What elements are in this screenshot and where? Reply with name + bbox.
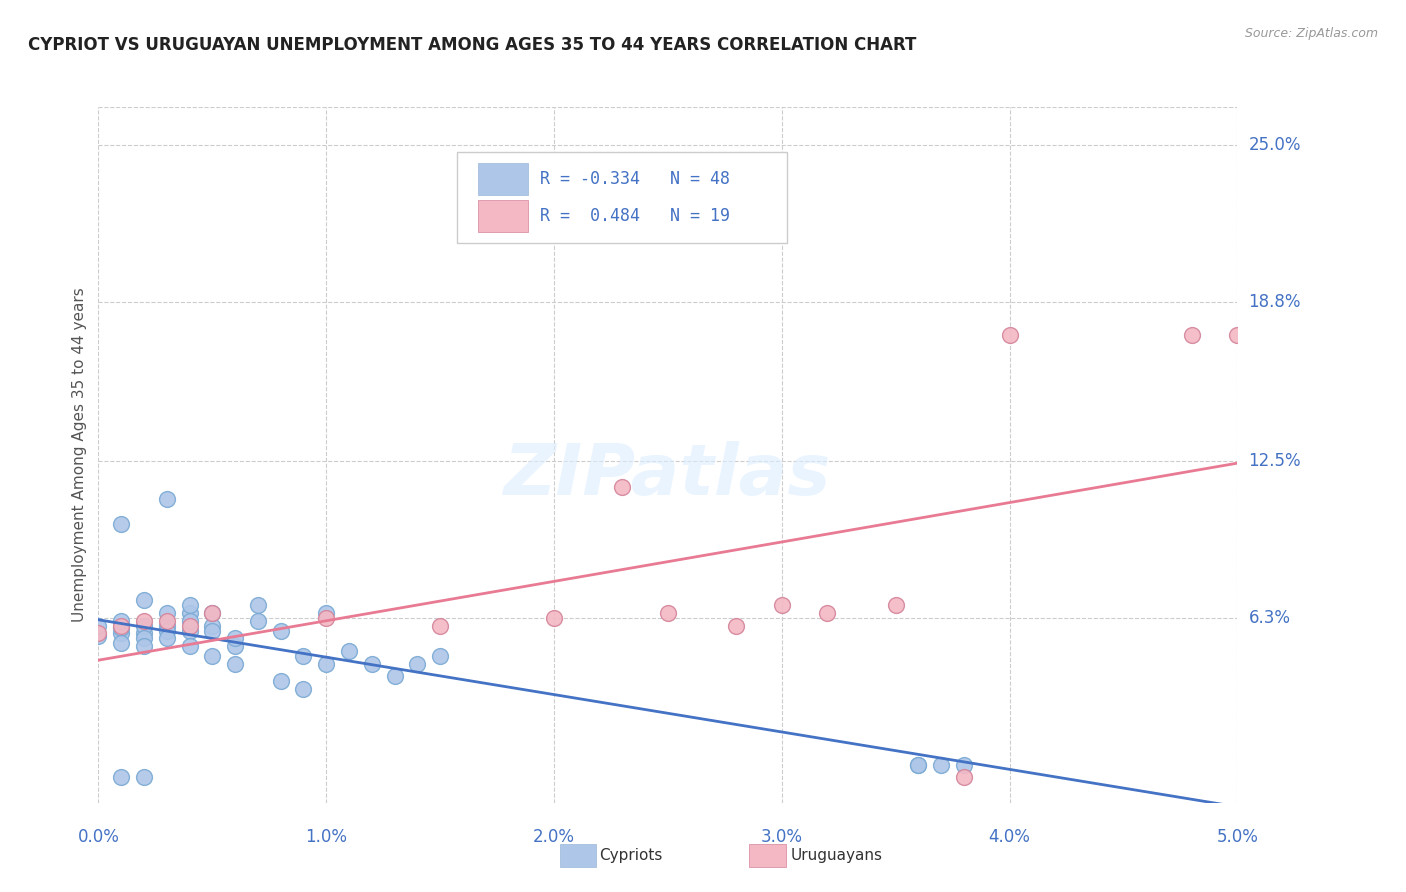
Text: Cypriots: Cypriots bbox=[599, 848, 662, 863]
Point bbox=[156, 624, 179, 638]
Point bbox=[770, 599, 793, 613]
Point bbox=[179, 639, 201, 653]
Point bbox=[657, 606, 679, 620]
Point bbox=[907, 757, 929, 772]
Point bbox=[179, 599, 201, 613]
Point bbox=[132, 639, 155, 653]
Text: 0.0%: 0.0% bbox=[77, 828, 120, 846]
Point bbox=[179, 618, 201, 632]
Text: 5.0%: 5.0% bbox=[1216, 828, 1258, 846]
Point bbox=[543, 611, 565, 625]
Point bbox=[292, 648, 315, 663]
Point bbox=[132, 614, 155, 628]
Point bbox=[110, 771, 132, 785]
Point bbox=[315, 657, 337, 671]
Point bbox=[156, 618, 179, 632]
Point bbox=[110, 517, 132, 532]
Point bbox=[929, 757, 952, 772]
Point bbox=[884, 599, 907, 613]
Point bbox=[1226, 327, 1249, 342]
Text: 12.5%: 12.5% bbox=[1249, 452, 1301, 470]
Point bbox=[384, 669, 406, 683]
Point bbox=[1181, 327, 1204, 342]
Point bbox=[725, 618, 748, 632]
Point bbox=[815, 606, 838, 620]
Point bbox=[110, 618, 132, 632]
Point bbox=[337, 644, 360, 658]
Point bbox=[132, 632, 155, 646]
Point bbox=[110, 636, 132, 650]
Point bbox=[612, 479, 634, 493]
Point bbox=[156, 632, 179, 646]
Point bbox=[156, 614, 179, 628]
FancyBboxPatch shape bbox=[457, 153, 787, 243]
Text: 1.0%: 1.0% bbox=[305, 828, 347, 846]
Point bbox=[201, 606, 224, 620]
Text: R =  0.484   N = 19: R = 0.484 N = 19 bbox=[540, 207, 730, 226]
Text: 18.8%: 18.8% bbox=[1249, 293, 1301, 310]
Text: 25.0%: 25.0% bbox=[1249, 136, 1301, 154]
Text: ZIPatlas: ZIPatlas bbox=[505, 442, 831, 510]
FancyBboxPatch shape bbox=[478, 201, 527, 232]
Point bbox=[110, 626, 132, 640]
Point bbox=[132, 618, 155, 632]
Point bbox=[953, 757, 976, 772]
Point bbox=[201, 648, 224, 663]
Point bbox=[953, 771, 976, 785]
Point bbox=[156, 492, 179, 507]
FancyBboxPatch shape bbox=[478, 163, 527, 195]
Text: 4.0%: 4.0% bbox=[988, 828, 1031, 846]
Point bbox=[224, 639, 246, 653]
Point bbox=[406, 657, 429, 671]
Point bbox=[201, 618, 224, 632]
Text: CYPRIOT VS URUGUAYAN UNEMPLOYMENT AMONG AGES 35 TO 44 YEARS CORRELATION CHART: CYPRIOT VS URUGUAYAN UNEMPLOYMENT AMONG … bbox=[28, 36, 917, 54]
Point bbox=[224, 657, 246, 671]
Point bbox=[110, 614, 132, 628]
Point bbox=[270, 624, 292, 638]
Text: 6.3%: 6.3% bbox=[1249, 609, 1291, 627]
Text: 2.0%: 2.0% bbox=[533, 828, 575, 846]
Point bbox=[179, 624, 201, 638]
Text: Uruguayans: Uruguayans bbox=[790, 848, 882, 863]
Point bbox=[179, 606, 201, 620]
Y-axis label: Unemployment Among Ages 35 to 44 years: Unemployment Among Ages 35 to 44 years bbox=[72, 287, 87, 623]
Point bbox=[132, 593, 155, 607]
Point bbox=[132, 771, 155, 785]
Point bbox=[224, 632, 246, 646]
Point bbox=[246, 599, 269, 613]
Point bbox=[156, 606, 179, 620]
Point bbox=[429, 618, 451, 632]
Point bbox=[132, 626, 155, 640]
Text: R = -0.334   N = 48: R = -0.334 N = 48 bbox=[540, 170, 730, 188]
Point bbox=[907, 757, 929, 772]
Point bbox=[87, 629, 110, 643]
Point bbox=[87, 618, 110, 632]
Point bbox=[246, 614, 269, 628]
Point bbox=[201, 624, 224, 638]
Point bbox=[110, 621, 132, 635]
Point bbox=[179, 614, 201, 628]
Point bbox=[87, 626, 110, 640]
Point bbox=[292, 681, 315, 696]
Point bbox=[201, 606, 224, 620]
Text: Source: ZipAtlas.com: Source: ZipAtlas.com bbox=[1244, 27, 1378, 40]
Point bbox=[429, 648, 451, 663]
Point bbox=[315, 611, 337, 625]
Point bbox=[998, 327, 1021, 342]
Point bbox=[315, 606, 337, 620]
Point bbox=[360, 657, 382, 671]
Text: 3.0%: 3.0% bbox=[761, 828, 803, 846]
Point bbox=[270, 674, 292, 689]
